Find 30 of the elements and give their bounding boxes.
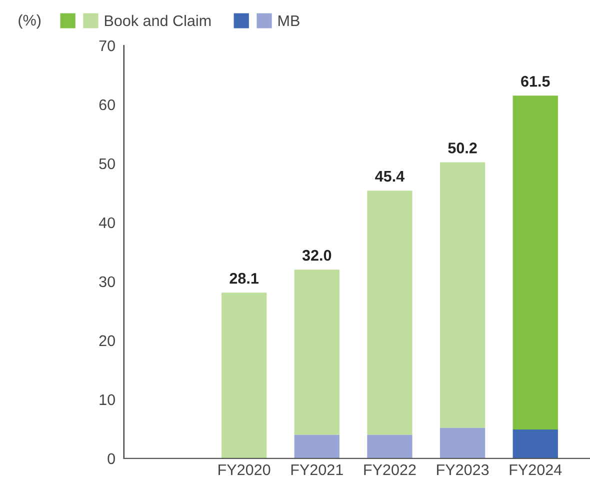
bar: [367, 190, 412, 435]
total-label: 61.5: [521, 76, 550, 87]
bar: [367, 434, 412, 458]
x-tick-label: FY2021: [291, 464, 343, 476]
x-tick-label: FY2024: [510, 464, 562, 476]
bar: [512, 96, 558, 430]
legend-label: Book and Claim: [104, 14, 211, 26]
x-tick-label: FY2023: [437, 464, 489, 476]
total-label: 45.4: [375, 171, 405, 182]
y-tick-label: 30: [99, 276, 115, 288]
total-label: 50.2: [448, 142, 477, 154]
x-tick-label: FY2020: [218, 464, 270, 476]
total-label: 32.0: [302, 250, 332, 261]
bar: [440, 428, 486, 458]
y-tick-label: 60: [99, 99, 115, 110]
y-tick-label: 40: [98, 217, 115, 228]
y-tick-label: 0: [108, 453, 115, 464]
bar: [512, 430, 558, 458]
bar: [440, 162, 486, 428]
y-tick-label: 20: [99, 335, 115, 346]
legend-label: MB: [278, 15, 300, 26]
x-tick-label: FY2022: [364, 464, 416, 476]
bar: [294, 270, 340, 435]
bar: [294, 434, 340, 458]
y-axis-title: (%): [18, 14, 41, 29]
bar: [221, 292, 267, 458]
y-tick-label: 10: [100, 394, 115, 406]
y-tick-label: 50: [99, 158, 115, 170]
y-tick-label: 70: [99, 40, 115, 52]
total-label: 28.1: [230, 272, 259, 284]
